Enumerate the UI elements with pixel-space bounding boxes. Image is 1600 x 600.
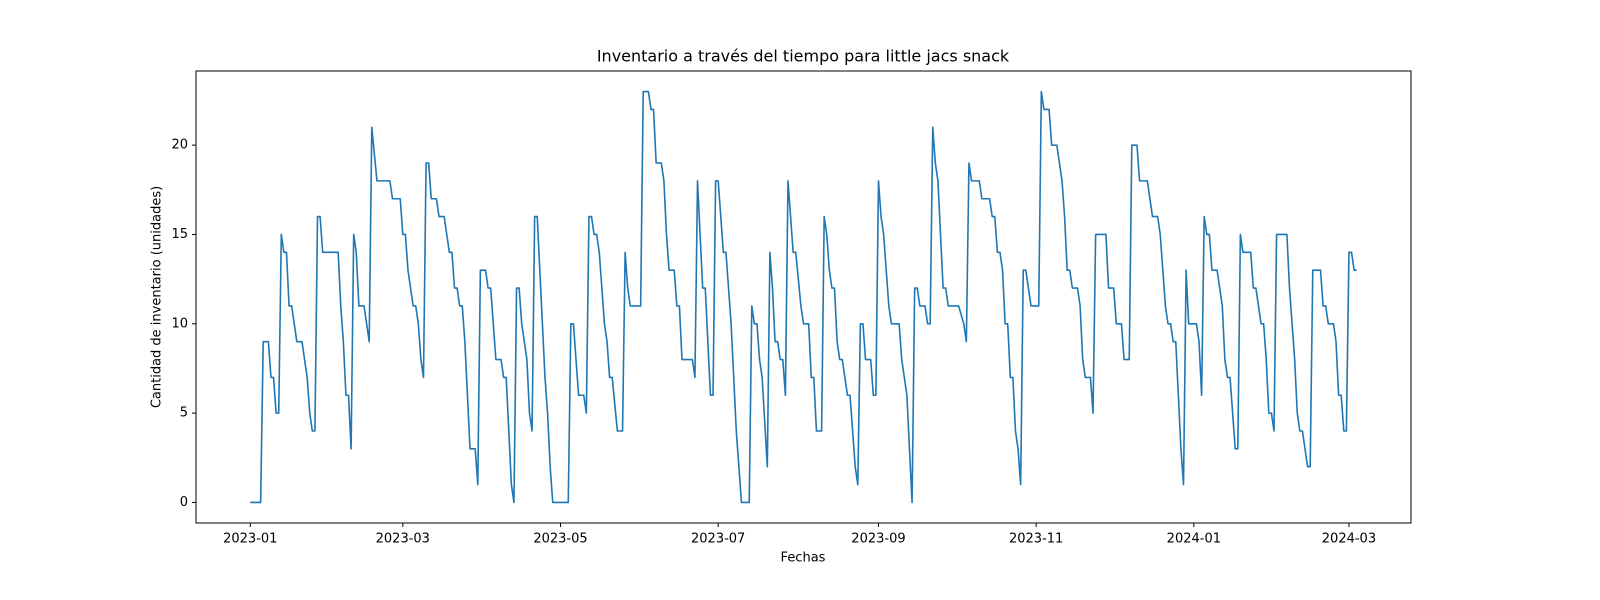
plot-frame	[195, 70, 1412, 524]
x-tick-label: 2023-07	[691, 532, 745, 547]
x-tick-label: 2023-11	[1009, 532, 1063, 547]
y-tick-label: 0	[180, 495, 188, 510]
y-tick-label: 10	[171, 316, 188, 331]
x-tick-label: 2023-01	[223, 532, 277, 547]
x-tick-label: 2023-05	[533, 532, 587, 547]
x-tick-label: 2023-03	[376, 532, 430, 547]
x-axis-label: Fechas	[781, 551, 826, 566]
y-tick-label: 5	[180, 406, 188, 421]
x-tick-label: 2023-09	[851, 532, 905, 547]
x-tick-label: 2024-01	[1167, 532, 1221, 547]
data-line	[250, 90, 1357, 504]
y-axis-label: Cantidad de inventario (unidades)	[150, 186, 165, 408]
chart-title: Inventario a través del tiempo para litt…	[597, 47, 1010, 66]
y-tick-label: 20	[171, 138, 188, 153]
x-tick-label: 2024-03	[1322, 532, 1376, 547]
y-tick-label: 15	[171, 227, 188, 242]
